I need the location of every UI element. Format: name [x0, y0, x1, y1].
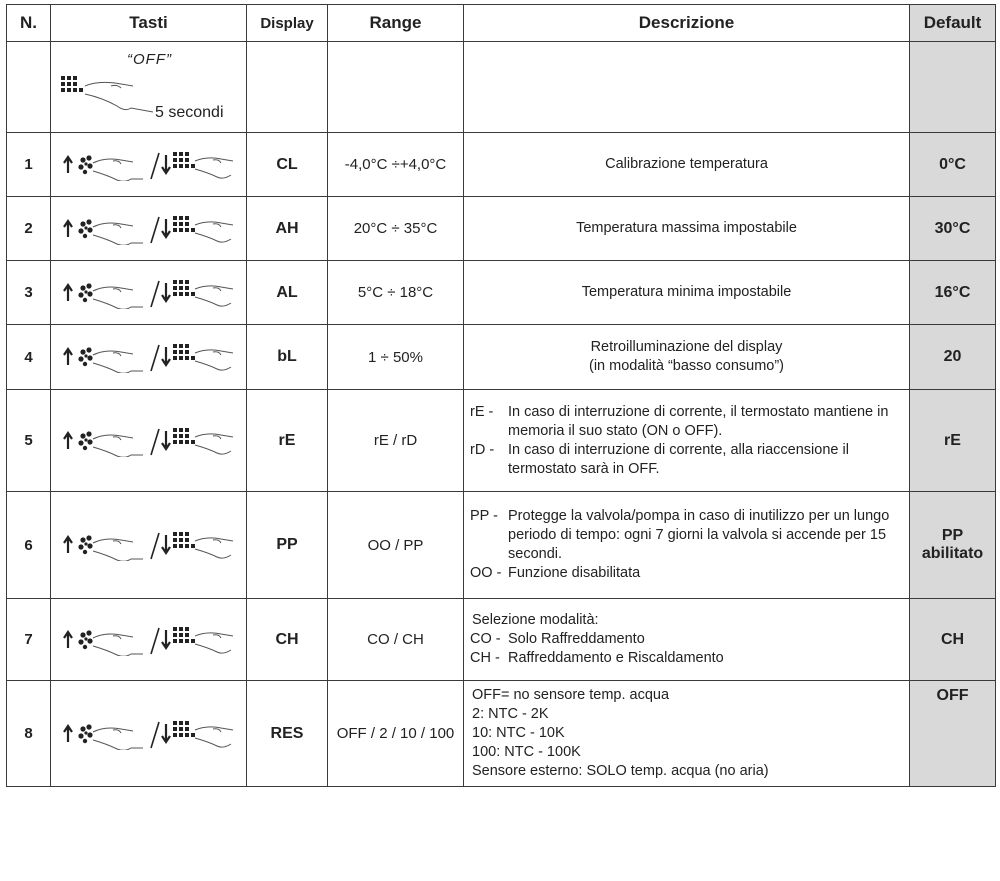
option-text: Funzione disabilitata — [508, 565, 641, 581]
off-keys-cell: “OFF” 5 secondi — [50, 41, 247, 133]
up-down-keys-icon — [63, 279, 234, 309]
col-header-n: N. — [6, 4, 51, 42]
description: Calibrazione temperatura — [463, 132, 910, 197]
option-key: PP - — [470, 508, 498, 524]
default-value: 0°C — [909, 132, 996, 197]
option-text: Protegge la valvola/pompa in caso di inu… — [508, 508, 890, 562]
off-duration: 5 secondi — [155, 104, 224, 121]
description: rE - In caso di interruzione di corrente… — [463, 389, 910, 492]
option-text: Solo Raffreddamento — [508, 631, 645, 647]
range-value: OO / PP — [327, 491, 464, 599]
keys-cell — [50, 491, 247, 599]
option-text: In caso di interruzione di corrente, il … — [508, 403, 889, 439]
range-value: 1 ÷ 50% — [327, 324, 464, 390]
description: Retroilluminazione del display (in modal… — [463, 324, 910, 390]
table-row-off: “OFF” 5 secondi — [6, 41, 996, 133]
option-key: OO - — [470, 565, 502, 581]
range-value: OFF / 2 / 10 / 100 — [327, 680, 464, 787]
display-code: AL — [246, 260, 328, 325]
col-header-descrizione: Descrizione — [463, 4, 910, 42]
default-value: CH — [909, 598, 996, 681]
table-row: 4 bL 1 ÷ 50% Retroilluminazione del disp… — [6, 324, 996, 390]
option-text: In caso di interruzione di corrente, all… — [508, 441, 849, 477]
option-text: Raffreddamento e Riscaldamento — [508, 650, 724, 666]
description-line: 100: NTC - 100K — [472, 744, 581, 760]
option-key: rE - — [470, 403, 494, 420]
up-down-keys-icon — [63, 151, 234, 181]
col-header-tasti: Tasti — [50, 4, 247, 42]
keys-cell — [50, 132, 247, 197]
up-down-keys-icon — [63, 427, 234, 457]
display-code: CL — [246, 132, 328, 197]
description: Selezione modalità: CO - Solo Raffreddam… — [463, 598, 910, 681]
description-line: OFF= no sensore temp. acqua — [472, 687, 670, 703]
col-header-default: Default — [909, 4, 996, 42]
range-value: 20°C ÷ 35°C — [327, 196, 464, 261]
up-down-keys-icon — [63, 720, 234, 750]
keys-cell — [50, 389, 247, 492]
keys-cell — [50, 196, 247, 261]
table-row: 5 rE rE / rD rE - In caso di interruzion… — [6, 389, 996, 492]
parameters-table: N. Tasti Display Range Descrizione Defau… — [6, 4, 996, 787]
table-row: 6 PP OO / PP PP - Protegge la valvola/po… — [6, 491, 996, 599]
range-value: -4,0°C ÷+4,0°C — [327, 132, 464, 197]
col-header-display: Display — [246, 4, 328, 42]
option-key: rD - — [470, 441, 495, 458]
table-row: 1 CL -4,0°C ÷+4,0°C Calibrazione tempera… — [6, 132, 996, 197]
table-row: 3 AL 5°C ÷ 18°C Temperatura minima impos… — [6, 260, 996, 325]
display-code: CH — [246, 598, 328, 681]
col-header-range: Range — [327, 4, 464, 42]
default-value: 30°C — [909, 196, 996, 261]
description-line: 2: NTC - 2K — [472, 706, 549, 722]
row-number: 6 — [6, 491, 51, 599]
description-intro: Selezione modalità: — [472, 612, 599, 628]
description: Temperatura minima impostabile — [463, 260, 910, 325]
default-value: 20 — [909, 324, 996, 390]
display-code: PP — [246, 491, 328, 599]
keys-cell — [50, 598, 247, 681]
grid-button-finger-icon — [61, 76, 154, 113]
up-down-keys-icon — [63, 532, 234, 561]
range-value: 5°C ÷ 18°C — [327, 260, 464, 325]
keys-cell — [50, 324, 247, 390]
up-down-keys-icon — [63, 215, 234, 245]
up-down-keys-icon — [63, 626, 234, 656]
table-row: 7 CH CO / CH Selezione modalità: CO - So… — [6, 598, 996, 681]
description-line: Sensore esterno: SOLO temp. acqua (no ar… — [472, 763, 769, 779]
keys-cell — [50, 680, 247, 787]
description-line: 10: NTC - 10K — [472, 725, 565, 741]
description: Temperatura massima impostabile — [463, 196, 910, 261]
display-code: rE — [246, 389, 328, 492]
up-down-keys-icon — [63, 344, 234, 373]
default-value: OFF — [909, 680, 996, 787]
display-code: RES — [246, 680, 328, 787]
table-row: 8 RES OFF / 2 / 10 / 100 OFF= no sensore… — [6, 680, 996, 787]
display-code: AH — [246, 196, 328, 261]
off-label: “OFF” — [127, 51, 172, 68]
table-row: 2 AH 20°C ÷ 35°C Temperatura massima imp… — [6, 196, 996, 261]
row-number: 5 — [6, 389, 51, 492]
row-number: 1 — [6, 132, 51, 197]
row-number: 3 — [6, 260, 51, 325]
row-number: 8 — [6, 680, 51, 787]
default-value: rE — [909, 389, 996, 492]
row-number: 4 — [6, 324, 51, 390]
display-code: bL — [246, 324, 328, 390]
description: PP - Protegge la valvola/pompa in caso d… — [463, 491, 910, 599]
keys-cell — [50, 260, 247, 325]
row-number: 7 — [6, 598, 51, 681]
description: OFF= no sensore temp. acqua 2: NTC - 2K … — [463, 680, 910, 787]
default-value: 16°C — [909, 260, 996, 325]
default-value: PP abilitato — [909, 491, 996, 599]
description-line: Retroilluminazione del display — [590, 339, 783, 355]
row-number: 2 — [6, 196, 51, 261]
header-row: N. Tasti Display Range Descrizione Defau… — [6, 4, 996, 42]
range-value: CO / CH — [327, 598, 464, 681]
option-key: CH - — [470, 650, 500, 666]
option-key: CO - — [470, 631, 501, 647]
range-value: rE / rD — [327, 389, 464, 492]
description-line: (in modalità “basso consumo”) — [588, 358, 785, 374]
